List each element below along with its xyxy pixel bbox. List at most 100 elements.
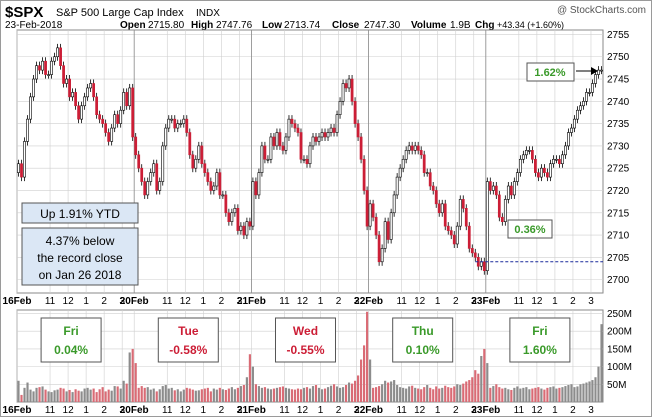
candle-body [368, 203, 372, 227]
candle-body [44, 60, 47, 75]
close-value: 2747.30 [364, 20, 401, 31]
candle-body [543, 167, 546, 173]
volume-bar [519, 388, 522, 402]
x-tick-label: 3 [237, 296, 243, 307]
candle-body [77, 105, 80, 120]
symbol-title: $SPX [5, 4, 43, 21]
volume-bar [158, 389, 161, 402]
candle-body [473, 252, 477, 258]
day-name-label: Wed [293, 324, 318, 338]
candle-body [65, 78, 68, 84]
volume-bar [594, 377, 597, 402]
candle-body [272, 136, 276, 147]
volume-bar [582, 383, 585, 402]
volume-bar [305, 387, 309, 402]
volume-bar [233, 389, 236, 402]
volume-bar [260, 387, 263, 402]
volume-bar [218, 387, 221, 402]
candle-body [338, 101, 342, 115]
candle-body [416, 145, 420, 151]
volume-bar [20, 394, 23, 402]
x-tick-label: 3 [471, 405, 477, 416]
candle-body [179, 123, 183, 125]
day-pct-label: 0.04% [54, 343, 88, 357]
x-tick-label: 12 [414, 296, 426, 307]
price-tick-label: 2710 [607, 231, 630, 242]
volume-bar [585, 382, 588, 402]
candle-body [137, 154, 141, 169]
volume-bar [393, 380, 396, 402]
candle-body [552, 158, 555, 165]
volume-bar [200, 389, 203, 402]
day-change-box [509, 317, 571, 363]
volume-bar [522, 387, 525, 402]
x-tick-label: 1 [435, 296, 441, 307]
x-tick-label: 11 [279, 405, 290, 416]
candle-body [515, 172, 519, 182]
candle-body [263, 145, 267, 160]
candle-body [353, 101, 357, 124]
candle-body [230, 212, 234, 222]
volume-bar [293, 389, 297, 402]
candle-body [209, 181, 213, 191]
candle-body [524, 150, 528, 156]
x-tick-label: 1 [201, 405, 207, 416]
volume-bar [194, 390, 197, 402]
candle-body [242, 225, 246, 236]
x-tick-label: 1 [552, 405, 558, 416]
candle-body [185, 118, 189, 133]
volume-bar [125, 383, 128, 402]
volume-tick-label: 200M [607, 327, 632, 338]
volume-bar [579, 384, 582, 402]
volume-bar [597, 366, 600, 402]
price-tick-label: 2725 [607, 164, 630, 175]
volume-bar [591, 380, 594, 402]
volume-bar [242, 385, 245, 402]
day-name-label: Tue [178, 324, 199, 338]
candle-body [374, 216, 378, 236]
volume-bar [98, 389, 101, 402]
volume-bar [492, 386, 495, 402]
candle-body [371, 203, 375, 218]
x-tick-label: 23Feb [471, 296, 500, 307]
volume-bar [480, 356, 483, 402]
candle-body [518, 158, 522, 173]
volume-bar [47, 391, 50, 402]
x-tick-label: 3 [354, 296, 360, 307]
volume-bar [179, 391, 182, 402]
candle-body [555, 158, 558, 161]
volume-bar [164, 385, 167, 402]
volume-bar [17, 380, 20, 402]
volume-bar [101, 387, 104, 402]
x-tick-label: 11 [396, 296, 407, 307]
candle-body [530, 150, 534, 160]
candle-body [275, 132, 279, 147]
candle-body [540, 167, 543, 178]
candle-body [38, 65, 41, 71]
candle-body [558, 158, 561, 165]
candle-body [221, 194, 225, 197]
x-tick-label: 12 [63, 296, 75, 307]
x-tick-label: 1 [318, 296, 324, 307]
candle-body [266, 158, 270, 161]
x-tick-label: 3 [588, 405, 594, 416]
candle-body [92, 83, 96, 98]
candle-body [356, 123, 360, 138]
open-label: Open [120, 20, 146, 31]
candle-body [131, 87, 135, 138]
volume-bar [50, 392, 53, 402]
volume-bar [486, 363, 489, 402]
volume-bar [420, 389, 423, 402]
candle-body [293, 123, 297, 129]
x-tick-label: 11 [514, 296, 525, 307]
volume-bar [423, 387, 426, 402]
volume-bar [405, 388, 408, 402]
small-change-box [507, 219, 553, 239]
candle-body [422, 154, 426, 173]
volume-bar [564, 386, 567, 402]
candle-body [86, 87, 90, 98]
x-tick-label: 22Feb [354, 405, 383, 416]
candle-body [576, 109, 579, 120]
volume-bar [263, 387, 267, 402]
candle-body [125, 92, 129, 107]
